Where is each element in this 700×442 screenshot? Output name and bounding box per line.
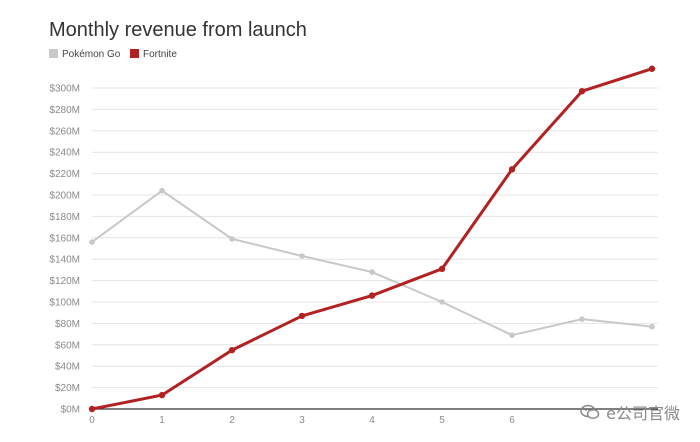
y-tick-label: $220M xyxy=(49,169,80,180)
y-tick-label: $20M xyxy=(55,383,80,394)
data-point xyxy=(89,239,95,245)
y-tick-label: $240M xyxy=(49,148,80,159)
data-point xyxy=(438,265,446,273)
y-tick-label: $60M xyxy=(55,340,80,351)
x-tick-label: 2 xyxy=(229,415,235,426)
y-tick-label: $200M xyxy=(49,191,80,202)
y-tick-label: $140M xyxy=(49,255,80,266)
gridlines xyxy=(92,87,658,410)
watermark-text: e公司官微 xyxy=(606,404,680,423)
y-tick-label: $80M xyxy=(55,319,80,330)
series-1 xyxy=(88,65,656,413)
data-point xyxy=(299,253,305,259)
data-point xyxy=(578,88,586,95)
series-line-0 xyxy=(91,189,653,337)
legend-swatch-0 xyxy=(49,49,58,58)
data-point xyxy=(509,332,515,338)
y-tick-label: $0M xyxy=(61,405,80,416)
wechat-icon xyxy=(580,404,600,420)
x-tick-label: 3 xyxy=(299,415,305,426)
series-0 xyxy=(89,187,655,338)
data-point xyxy=(88,405,96,413)
data-point xyxy=(508,166,516,173)
x-axis-labels: 0 1 2 3 4 5 6 xyxy=(89,415,515,426)
watermark: e公司官微 xyxy=(580,400,680,424)
data-point xyxy=(648,65,656,72)
y-tick-label: $120M xyxy=(49,276,80,287)
x-tick-label: 6 xyxy=(509,415,515,426)
y-tick-label: $260M xyxy=(49,126,80,137)
data-point xyxy=(159,187,165,194)
y-tick-label: $160M xyxy=(49,233,80,244)
y-axis-labels: $0M $20M $40M $60M $80M $100M $120M $140M $160M $… xyxy=(49,84,80,416)
y-tick-label: $180M xyxy=(49,212,80,223)
legend: Pokémon Go Fortnite xyxy=(49,49,177,60)
series-line-1 xyxy=(91,67,653,411)
data-point xyxy=(579,316,585,322)
data-point xyxy=(368,292,376,299)
y-tick-label: $100M xyxy=(49,298,80,309)
data-point xyxy=(228,346,236,354)
y-tick-label: $40M xyxy=(55,362,80,373)
data-point xyxy=(229,236,235,242)
chart-title: Monthly revenue from launch xyxy=(49,19,307,41)
x-tick-label: 0 xyxy=(89,415,95,426)
legend-label-1: Fortnite xyxy=(143,49,177,60)
legend-label-0: Pokémon Go xyxy=(62,49,121,60)
data-point xyxy=(298,312,306,320)
data-point xyxy=(158,391,166,399)
data-point xyxy=(369,269,375,275)
y-tick-label: $280M xyxy=(49,105,80,116)
x-tick-label: 5 xyxy=(439,415,445,426)
x-tick-label: 1 xyxy=(159,415,165,426)
legend-swatch-1 xyxy=(130,49,139,58)
data-point xyxy=(439,299,445,305)
data-point xyxy=(649,323,655,330)
x-tick-label: 4 xyxy=(369,415,375,426)
y-tick-label: $300M xyxy=(49,84,80,95)
